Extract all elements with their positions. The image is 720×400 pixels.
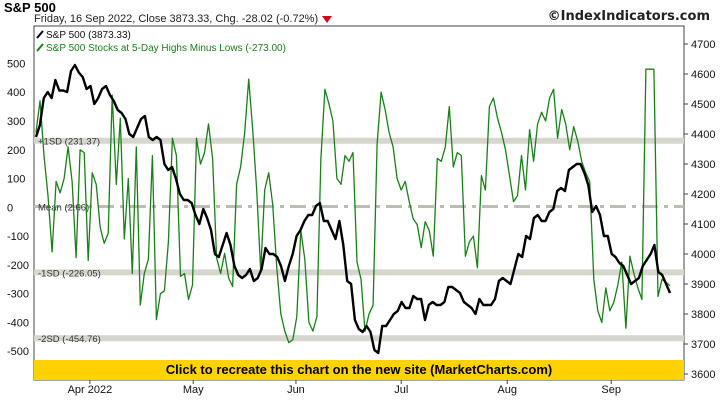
brand-watermark[interactable]: ©IndexIndicators.com — [547, 9, 710, 24]
right-tick-label: 4400 — [691, 129, 715, 141]
sp500-price-line — [34, 63, 672, 355]
x-tick-label: Jul — [394, 384, 408, 396]
left-tick-label: -400 — [7, 317, 29, 329]
legend-swatch — [36, 43, 44, 52]
down-arrow-icon — [322, 15, 333, 23]
recreate-banner[interactable] — [34, 360, 684, 380]
right-tick-label: 3800 — [691, 309, 715, 321]
band-label: -1SD (-226.05) — [38, 268, 101, 279]
right-tick-label: 4600 — [691, 69, 715, 81]
left-tick-label: 500 — [7, 58, 25, 70]
chart-title: S&P 500 — [4, 0, 56, 15]
left-tick-label: -300 — [7, 289, 29, 301]
recreate-banner-label[interactable]: Click to recreate this chart on the new … — [166, 362, 553, 377]
plot-area — [33, 25, 685, 381]
left-tick-label: 300 — [7, 116, 25, 128]
x-tick-label: May — [183, 384, 204, 396]
legend-entry: S&P 500 Stocks at 5-Day Highs Minus Lows… — [46, 43, 286, 54]
legend-entry: S&P 500 (3873.33) — [46, 30, 131, 41]
band-label: +1SD (231.37) — [38, 137, 100, 148]
right-tick-label: 4000 — [691, 249, 715, 261]
right-tick-label: 3700 — [691, 339, 715, 351]
right-tick-label: 4300 — [691, 159, 715, 171]
left-tick-label: 0 — [7, 202, 13, 214]
right-tick-label: 3600 — [691, 369, 715, 381]
legend-swatch — [36, 30, 44, 39]
x-tick-label: Jun — [287, 384, 305, 396]
band-label: -2SD (-454.76) — [38, 334, 101, 345]
right-tick-label: 4500 — [691, 99, 715, 111]
x-tick-label: Apr 2022 — [68, 384, 113, 396]
left-tick-label: -200 — [7, 260, 29, 272]
chart-subtitle: Friday, 16 Sep 2022, Close 3873.33, Chg.… — [34, 13, 333, 25]
band-label: Mean (2.66) — [38, 203, 89, 214]
left-tick-label: -500 — [7, 346, 29, 358]
close-change-text: Friday, 16 Sep 2022, Close 3873.33, Chg.… — [34, 13, 319, 25]
x-tick-label: Sep — [601, 384, 621, 396]
left-tick-label: 400 — [7, 87, 25, 99]
right-tick-label: 4100 — [691, 219, 715, 231]
left-tick-label: -100 — [7, 231, 29, 243]
left-tick-label: 200 — [7, 145, 25, 157]
highs-minus-lows-line — [35, 68, 671, 344]
right-tick-label: 4200 — [691, 189, 715, 201]
x-tick-label: Aug — [497, 384, 517, 396]
right-tick-label: 4700 — [691, 39, 715, 51]
left-tick-label: 100 — [7, 174, 25, 186]
right-tick-label: 3900 — [691, 279, 715, 291]
